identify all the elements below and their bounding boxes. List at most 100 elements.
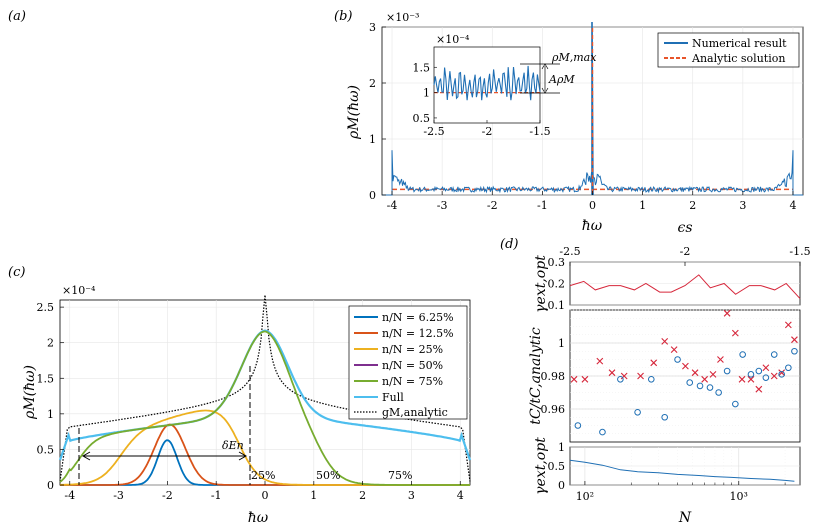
panel-d-mid-cross-18 [755,385,763,393]
panel-d-mid-cross-22 [784,321,792,329]
panel-d-bot-ytick-label-2: 1 [558,441,565,454]
panel-b-xtick-label-2: -2 [487,199,498,212]
panel-d-mid-circle-12 [732,400,739,408]
panel-d-top-line [569,274,801,299]
panel-b-inset-ytick-label-1: 1 [423,87,430,100]
panel-b-ytick-label-3: 3 [369,21,376,34]
panel-c-legend-0: n/N = 6.25% [382,311,454,324]
panel-d-top-ytick-label-0: 0.1 [548,299,566,312]
panel-d-mid-ytick-label-0: 0.96 [541,403,566,416]
panel-d-mid-circle-8 [696,382,704,390]
panel-c-scale: ×10⁻⁴ [62,284,96,297]
panel-d-bot-line [569,459,795,482]
panel-c-label-50: 50% [316,469,340,482]
panel-label-b: (b) [334,9,352,24]
panel-b-xtick-label-7: 3 [739,199,746,212]
panel-c-ytick-label-0: 0 [47,479,54,492]
panel-d-bot-ylabel: γext,opt [533,437,549,495]
panel-b-legend: Numerical result Analytic solution [657,32,800,68]
panel-b-center-spike [591,21,594,196]
panel-b: -4 -3 -2 -1 0 1 2 3 4 0 1 2 3 ×10⁻³ ρM(ħω) ħω Numeri… [346,11,804,234]
panel-c-gap-arrowheads [81,451,248,461]
panel-c-curves [59,295,472,486]
panel-d-mid-cross-4 [620,372,628,380]
panel-d: 0.1 0.2 0.3-2.5 -2 -1.5 ϵs γext,opt 0.96 0.98… [528,220,811,526]
panel-c-legend-5: Full [382,391,404,404]
panel-c-xtick-label-2: -2 [162,489,173,502]
panel-b-legend-numerical: Numerical result [692,37,787,50]
panel-d-bot-ytick-label-1: 0.5 [548,460,566,473]
panel-b-legend-analytic: Analytic solution [691,52,785,65]
panel-d-mid-ytick-label-1: 0.98 [541,370,566,383]
panel-d-top-xlabel: ϵs [677,220,692,236]
panel-d-bot-ytick-label-0: 0 [558,479,565,492]
panel-d-top-xtick-label-0: -2.5 [559,245,580,258]
panel-b-xtick-label-6: 2 [689,199,696,212]
panel-b-inset: -2.5 -2 -1.5 0.5 1 1.5 ×10⁻⁴ ρM,max AρM [413,33,598,138]
panel-d-top-ylabel: γext,opt [533,255,549,313]
panel-d-mid-cross-21 [778,369,786,377]
panel-d-mid-circle-2 [617,376,624,383]
panel-b-ytick-label-1: 1 [369,133,376,146]
panel-d-mid-circle-0 [574,422,582,429]
panel-c-legend: n/N = 6.25% n/N = 12.5% n/N = 25% n/N = … [348,305,468,420]
panel-label-a: (a) [8,9,26,24]
panel-b-inset-ytick-label-0: 0.5 [413,112,431,125]
panel-d-top-ticks: 0.1 0.2 0.3-2.5 -2 -1.5 [548,245,811,312]
panel-c-ytick-label-3: 1.5 [37,372,55,385]
panel-b-xtick-label-1: -3 [437,199,448,212]
panel-b-inset-axes [433,46,541,124]
panel-d-mid-cross-16 [738,375,746,383]
panel-c-ytick-label-5: 2.5 [37,301,55,314]
panel-c-xtick-label-5: 1 [310,489,317,502]
panel-c-xtick-label-8: 4 [457,489,464,502]
panel-d-mid-circle-13 [739,351,746,358]
panel-b-inset-ytick-label-2: 1.5 [413,61,431,74]
panel-b-inset-ticks: -2.5 -2 -1.5 0.5 1 1.5 [413,61,551,138]
panel-c-legend-box [348,305,468,420]
panel-label-d: (d) [500,237,518,252]
panel-b-ytick-label-2: 2 [369,77,376,90]
panel-c-gap-label: δEn [222,439,244,452]
panel-d-mid-circle-20 [791,347,798,355]
panel-d-mid-circle-16 [762,374,770,381]
panel-d-mid-circle-3 [634,409,641,416]
panel-d-mid-circle-4 [647,376,655,383]
panel-d-mid-cross-7 [661,337,669,345]
panel-d-mid-cross-1 [581,375,589,383]
panel-b-scale: ×10⁻³ [386,11,419,24]
panel-d-top-xtick-label-1: -2 [680,245,691,258]
panel-c-legend-2: n/N = 25% [382,343,443,356]
panel-d-mid-grid [570,309,800,434]
panel-c-ytick-label-2: 1 [47,408,54,421]
panel-c-xtick-label-3: -1 [211,489,222,502]
panel-d-mid-cross-8 [670,346,678,353]
panel-d-mid-circle-7 [686,379,694,386]
panel-d-bot-xtick-label-1: 10³ [730,490,748,503]
panel-b-inset-xtick-label-2: -1.5 [529,125,550,138]
panel-d-mid-marks [570,309,798,436]
panel-d-mid-cross-3 [608,369,616,377]
panel-b-xtick-label-3: -1 [537,199,548,212]
panel-c-legend-6: gM,analytic [382,406,448,419]
panel-b-xtick-label-4: 0 [589,199,596,212]
panel-d-mid-cross-10 [691,369,699,377]
panel-d-top-ytick-label-1: 0.2 [548,278,566,291]
panel-d-xlabel: N [678,510,692,526]
panel-b-inset-xtick-label-1: -2 [482,125,493,138]
panel-c-ticks: -4 -3 -2 -1 0 1 2 3 4 0 0.5 1 1.5 2 2.5 [37,301,464,502]
panel-d-mid-ytick-label-2: 1 [558,337,565,350]
panel-b-xtick-label-5: 1 [639,199,646,212]
panel-c-xtick-label-7: 3 [408,489,415,502]
panel-b-inset-scale: ×10⁻⁴ [436,33,470,46]
panel-d-mid-ticks: 0.96 0.98 1 [541,337,566,416]
panel-d-mid-cross-9 [682,362,689,370]
panel-d-mid-circle-6 [674,356,681,363]
panel-d-mid-cross-17 [747,375,755,383]
panel-d-bot-grid [570,446,800,486]
panel-b-ytick-label-0: 0 [369,189,376,202]
panel-d-mid-circle-10 [715,389,722,396]
panel-c-curve-4 [59,330,470,486]
panel-b-inset-amp-arrowheads [541,63,549,94]
